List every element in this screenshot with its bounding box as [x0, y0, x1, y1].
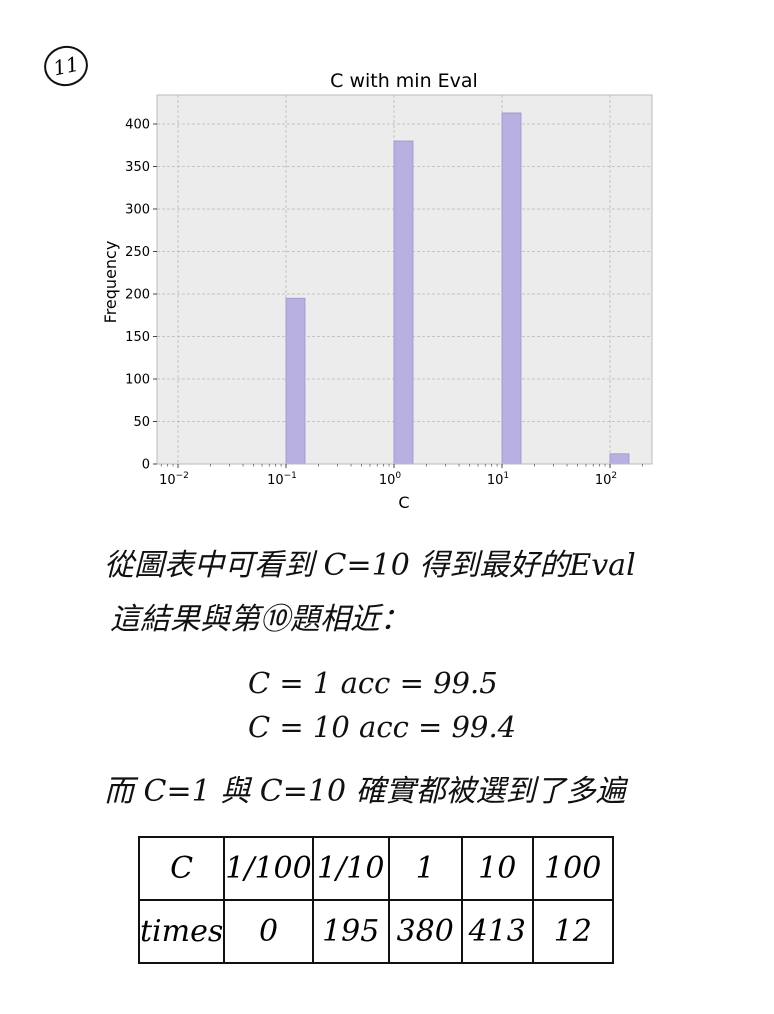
y-tick-label: 400 — [125, 118, 150, 133]
table-cell: 12 — [531, 899, 614, 964]
x-tick-label: 102 — [595, 471, 617, 488]
y-tick-label: 300 — [125, 203, 150, 218]
y-tick-label: 0 — [142, 458, 150, 473]
x-tick-label: 10−1 — [267, 471, 297, 488]
chart-title: C with min Eval — [330, 70, 478, 92]
y-ticks: 0 50 100 150 200 250 300 350 400 — [125, 118, 157, 473]
note-line-3: C = 1 acc = 99.5 — [248, 666, 498, 700]
note-line-4: C = 10 acc = 99.4 — [248, 710, 517, 744]
table-row: times 0 195 380 413 12 — [137, 899, 614, 964]
histogram-bar — [501, 112, 522, 465]
note-line-1: 從圖表中可看到 C=10 得到最好的Eval — [104, 548, 636, 583]
note-line-5: 而 C=1 與 C=10 確實都被選到了多遍 — [104, 774, 626, 809]
y-tick-label: 250 — [125, 245, 150, 260]
table-cell: C — [137, 836, 226, 901]
y-tick-label: 100 — [125, 373, 150, 388]
x-tick-label: 101 — [487, 471, 509, 488]
x-axis-label: C — [398, 493, 409, 512]
table-cell: times — [137, 899, 226, 964]
histogram-bar — [285, 297, 306, 465]
note-line-2: 這結果與第⑩題相近： — [110, 602, 410, 637]
table-cell: 1/100 — [223, 836, 314, 901]
table-cell: 380 — [387, 899, 463, 964]
table-cell: 195 — [311, 899, 390, 964]
y-tick-label: 50 — [133, 415, 150, 430]
x-ticks: 10−2 10−1 100 101 102 — [159, 464, 617, 488]
y-axis-label: Frequency — [101, 241, 120, 324]
table-cell: 1 — [387, 836, 463, 901]
histogram-bar — [609, 453, 630, 465]
x-tick-label: 100 — [379, 471, 402, 488]
y-tick-label: 200 — [125, 288, 150, 303]
table-header-row: C 1/100 1/10 1 10 100 — [137, 836, 614, 901]
c-frequency-table: C 1/100 1/10 1 10 100 times 0 195 380 41… — [137, 836, 614, 964]
x-tick-label: 10−2 — [159, 471, 189, 488]
x-minor-ticks — [160, 464, 643, 467]
plot-frame — [156, 94, 653, 465]
bars — [285, 112, 630, 465]
table-cell: 0 — [223, 899, 314, 964]
y-tick-label: 150 — [125, 330, 150, 345]
table-cell: 100 — [531, 836, 614, 901]
table-cell: 10 — [460, 836, 534, 901]
y-tick-label: 350 — [125, 160, 150, 175]
histogram-bar — [393, 140, 414, 465]
table-cell: 1/10 — [311, 836, 390, 901]
table-cell: 413 — [460, 899, 534, 964]
